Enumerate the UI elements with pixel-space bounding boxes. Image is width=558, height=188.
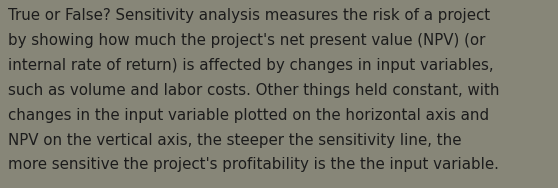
- Text: by showing how much the project's net present value (NPV) (or: by showing how much the project's net pr…: [8, 33, 486, 48]
- Text: internal rate of return) is affected by changes in input variables,: internal rate of return) is affected by …: [8, 58, 494, 73]
- Text: NPV on the vertical axis, the steeper the sensitivity line, the: NPV on the vertical axis, the steeper th…: [8, 133, 462, 148]
- Text: more sensitive the project's profitability is the the input variable.: more sensitive the project's profitabili…: [8, 157, 499, 172]
- Text: such as volume and labor costs. Other things held constant, with: such as volume and labor costs. Other th…: [8, 83, 500, 98]
- Text: changes in the input variable plotted on the horizontal axis and: changes in the input variable plotted on…: [8, 108, 489, 123]
- Text: True or False? Sensitivity analysis measures the risk of a project: True or False? Sensitivity analysis meas…: [8, 8, 490, 24]
